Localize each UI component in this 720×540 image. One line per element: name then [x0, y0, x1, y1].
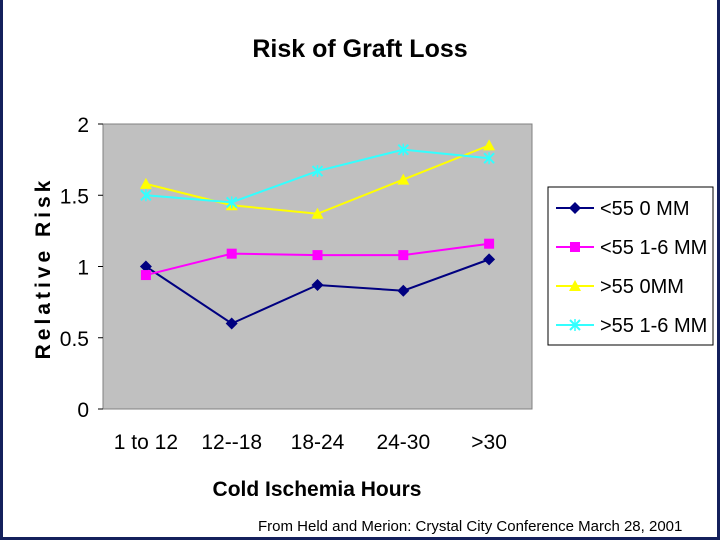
- slide-border-right: [717, 0, 720, 540]
- legend-label: <55 0 MM: [600, 198, 689, 220]
- legend-label: >55 1-6 MM: [600, 315, 707, 337]
- legend-marker: [569, 202, 581, 214]
- y-tick-label: 1: [77, 257, 89, 280]
- data-point: [483, 139, 496, 151]
- y-axis-title: Relative Risk: [32, 177, 55, 360]
- data-point: [397, 143, 410, 156]
- data-point: [311, 165, 324, 178]
- data-point: [398, 250, 409, 261]
- slide-border-left: [0, 0, 3, 540]
- x-tick-label: 12--18: [201, 431, 262, 454]
- data-point: [311, 207, 324, 219]
- y-tick-label: 0.5: [60, 328, 89, 351]
- legend-marker: [570, 242, 580, 252]
- data-point: [140, 189, 152, 202]
- data-point: [311, 279, 324, 292]
- data-point: [226, 248, 237, 259]
- data-point: [139, 260, 152, 273]
- data-point: [225, 317, 238, 330]
- data-point: [139, 177, 152, 189]
- y-tick-label: 2: [77, 114, 89, 137]
- legend: <55 0 MM <55 1-6 MM >55 0MM >55 1-6 MM: [547, 186, 714, 346]
- x-tick-label: >30: [471, 431, 507, 454]
- data-point: [397, 173, 410, 185]
- legend-label: <55 1-6 MM: [600, 237, 707, 259]
- chart-title: Risk of Graft Loss: [252, 35, 467, 63]
- y-tick-label: 0: [77, 399, 89, 422]
- legend-label: >55 0MM: [600, 276, 684, 298]
- legend-marker: [569, 280, 581, 291]
- data-point: [312, 250, 323, 261]
- legend-marker: [569, 319, 581, 331]
- source-caption: From Held and Merion: Crystal City Confe…: [258, 518, 683, 535]
- data-point: [140, 270, 151, 281]
- x-tick-label: 24-30: [376, 431, 430, 454]
- data-point: [225, 196, 238, 209]
- data-point: [483, 152, 495, 165]
- slide-border-bottom: [0, 537, 720, 540]
- data-point: [483, 253, 496, 266]
- data-point: [397, 284, 410, 297]
- x-tick-label: 1 to 12: [114, 431, 178, 454]
- y-tick-label: 1.5: [60, 185, 89, 208]
- data-point: [484, 238, 495, 249]
- x-tick-label: 18-24: [291, 431, 345, 454]
- x-axis-title: Cold Ischemia Hours: [213, 478, 422, 501]
